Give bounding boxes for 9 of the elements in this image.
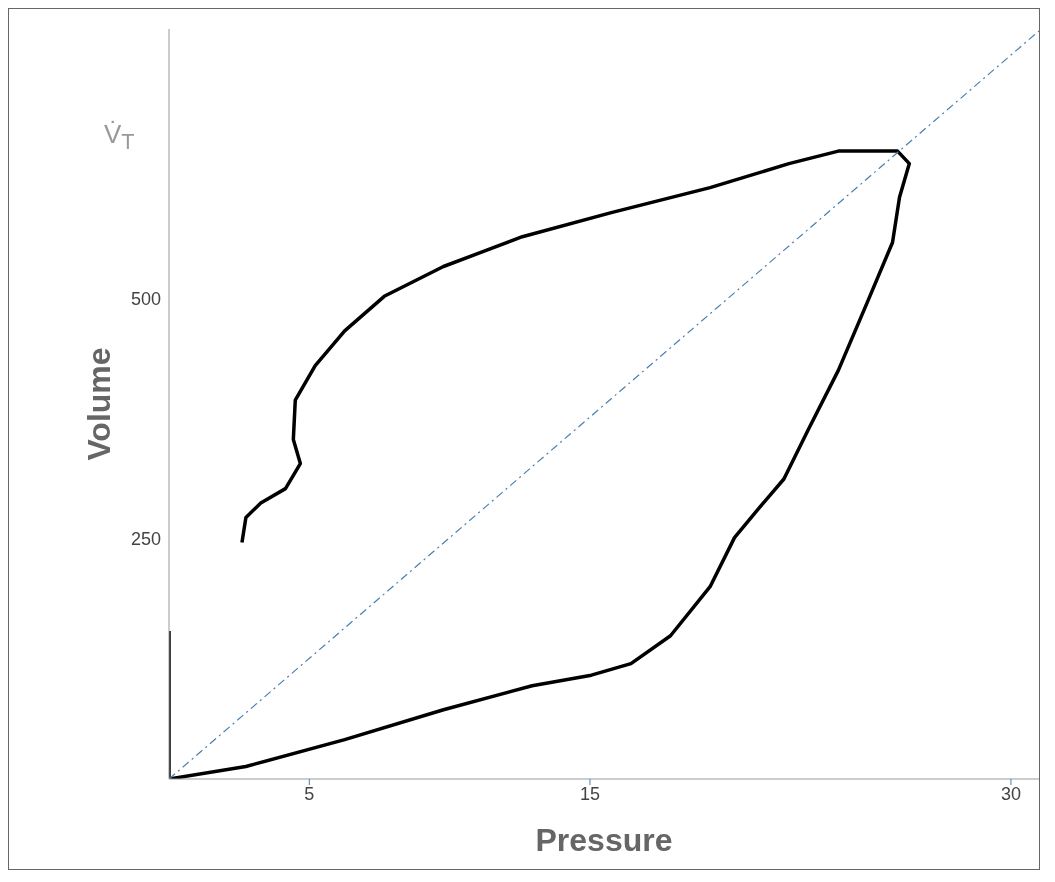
y-tick-label: 500 [130,288,161,309]
x-tick-label: 15 [579,783,600,804]
y-tick-label: 250 [130,529,161,550]
line-series [169,149,912,779]
y-axis-title: Volume [81,347,118,461]
x-tick-label: 30 [1000,783,1021,804]
text: V̇$_{T}$ [104,119,135,156]
x-tick-label: 5 [304,783,315,804]
x-axis-title: Pressure [535,822,673,858]
